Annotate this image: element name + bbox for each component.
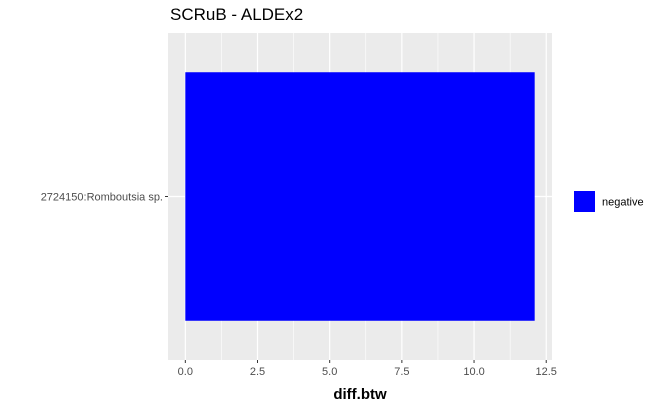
x-axis: 0.0 2.5 5.0 7.5 10.0 12.5 [178,360,557,378]
x-axis-label: diff.btw [333,386,387,403]
x-tick-label: 10.0 [463,366,484,378]
x-tick-label: 2.5 [250,366,265,378]
x-tick-label: 12.5 [536,366,557,378]
bars [185,72,535,321]
x-tick-label: 7.5 [394,366,409,378]
chart-title: SCRuB - ALDEx2 [170,5,303,24]
x-tick-label: 0.0 [178,366,193,378]
y-axis: 2724150:Romboutsia sp. [41,192,168,204]
legend-key [574,191,595,212]
x-tick-label: 5.0 [322,366,337,378]
y-tick-label: 2724150:Romboutsia sp. [41,192,163,204]
bar [185,72,535,321]
legend-label: negative [602,197,644,209]
legend: negative [574,191,644,212]
